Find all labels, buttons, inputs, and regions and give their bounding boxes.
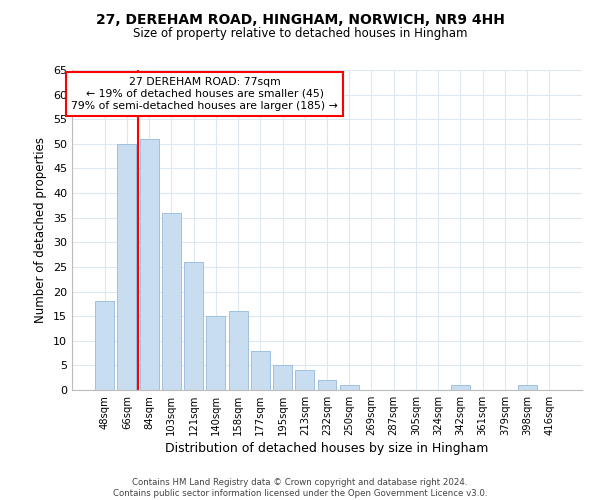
- Text: 27, DEREHAM ROAD, HINGHAM, NORWICH, NR9 4HH: 27, DEREHAM ROAD, HINGHAM, NORWICH, NR9 …: [95, 12, 505, 26]
- Bar: [118, 144, 136, 390]
- Bar: [273, 366, 292, 390]
- Bar: [317, 380, 337, 390]
- Bar: [340, 385, 359, 390]
- Bar: [295, 370, 314, 390]
- Bar: [140, 139, 158, 390]
- X-axis label: Distribution of detached houses by size in Hingham: Distribution of detached houses by size …: [166, 442, 488, 455]
- Y-axis label: Number of detached properties: Number of detached properties: [34, 137, 47, 323]
- Bar: [95, 302, 114, 390]
- Text: 27 DEREHAM ROAD: 77sqm
← 19% of detached houses are smaller (45)
79% of semi-det: 27 DEREHAM ROAD: 77sqm ← 19% of detached…: [71, 78, 338, 110]
- Text: Contains HM Land Registry data © Crown copyright and database right 2024.
Contai: Contains HM Land Registry data © Crown c…: [113, 478, 487, 498]
- Bar: [184, 262, 203, 390]
- Text: Size of property relative to detached houses in Hingham: Size of property relative to detached ho…: [133, 28, 467, 40]
- Bar: [251, 350, 270, 390]
- Bar: [518, 385, 536, 390]
- Bar: [451, 385, 470, 390]
- Bar: [229, 311, 248, 390]
- Bar: [162, 213, 181, 390]
- Bar: [206, 316, 225, 390]
